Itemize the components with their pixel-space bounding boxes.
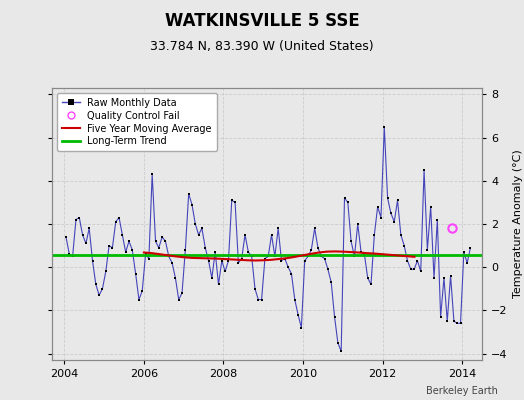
Legend: Raw Monthly Data, Quality Control Fail, Five Year Moving Average, Long-Term Tren: Raw Monthly Data, Quality Control Fail, … [57, 93, 217, 151]
Text: WATKINSVILLE 5 SSE: WATKINSVILLE 5 SSE [165, 12, 359, 30]
Y-axis label: Temperature Anomaly (°C): Temperature Anomaly (°C) [513, 150, 523, 298]
Text: Berkeley Earth: Berkeley Earth [426, 386, 498, 396]
Text: 33.784 N, 83.390 W (United States): 33.784 N, 83.390 W (United States) [150, 40, 374, 53]
